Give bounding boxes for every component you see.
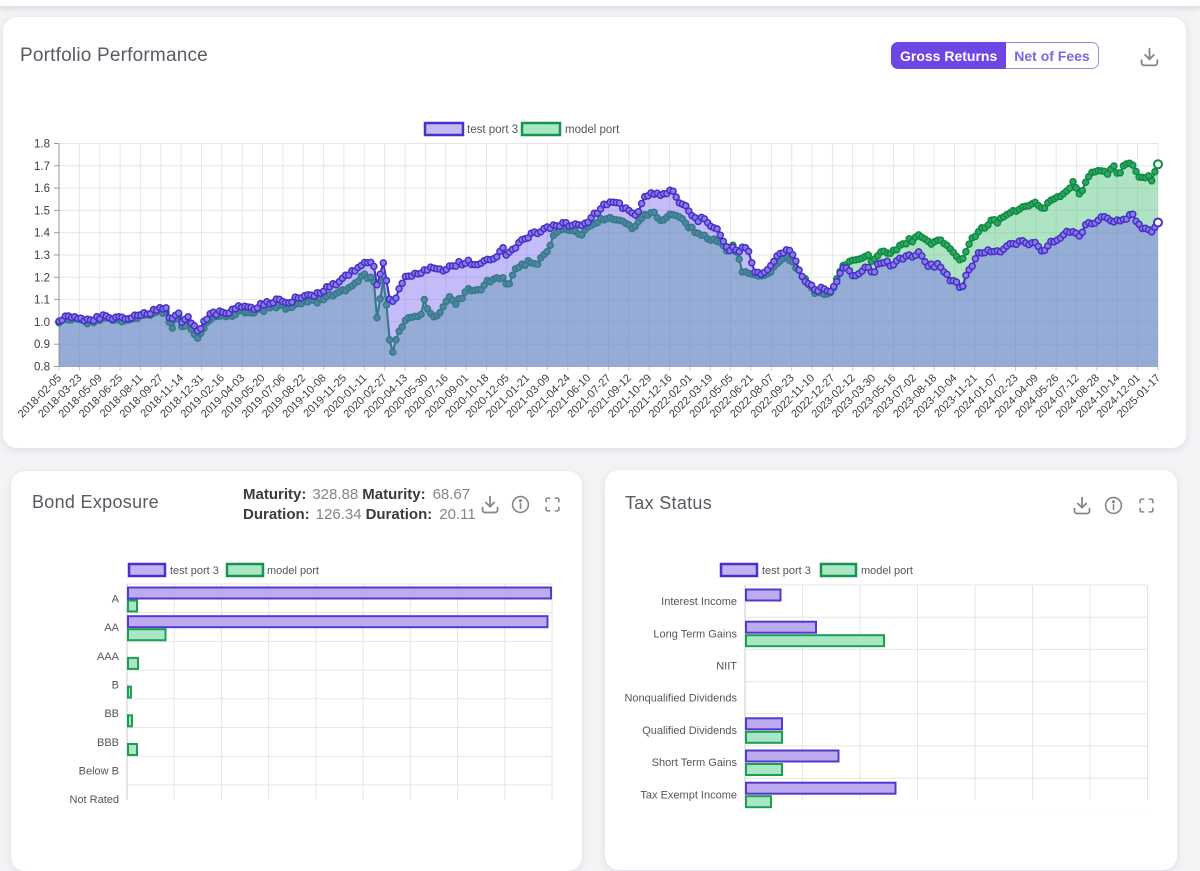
svg-text:model port: model port [267, 565, 319, 577]
svg-text:test port 3: test port 3 [762, 565, 811, 577]
svg-text:Not Rated: Not Rated [69, 794, 119, 806]
svg-text:1.2: 1.2 [34, 272, 50, 284]
svg-text:1.7: 1.7 [34, 161, 50, 173]
svg-text:0.9: 0.9 [34, 339, 50, 351]
svg-text:1.1: 1.1 [34, 295, 50, 307]
svg-text:Qualified Dividends: Qualified Dividends [642, 725, 737, 737]
svg-text:1.5: 1.5 [34, 205, 50, 217]
svg-text:B: B [112, 679, 119, 691]
svg-text:A: A [112, 593, 120, 605]
svg-text:Tax Exempt Income: Tax Exempt Income [640, 789, 737, 801]
svg-text:0.8: 0.8 [34, 362, 50, 374]
svg-text:1.6: 1.6 [34, 183, 50, 195]
svg-text:Short Term Gains: Short Term Gains [652, 757, 738, 769]
svg-text:1.4: 1.4 [34, 228, 51, 240]
svg-text:NIIT: NIIT [716, 661, 737, 673]
svg-text:Below B: Below B [79, 766, 119, 778]
svg-text:model port: model port [861, 565, 913, 577]
svg-text:Nonqualified Dividends: Nonqualified Dividends [624, 693, 737, 705]
svg-text:1.0: 1.0 [34, 317, 50, 329]
svg-text:test port 3: test port 3 [170, 565, 219, 577]
svg-text:BBB: BBB [97, 737, 119, 749]
svg-text:1.8: 1.8 [34, 139, 50, 151]
svg-text:AA: AA [104, 622, 119, 634]
svg-text:AAA: AAA [97, 651, 120, 663]
svg-text:Interest Income: Interest Income [661, 596, 737, 608]
svg-text:1.3: 1.3 [34, 250, 50, 262]
svg-text:Long Term Gains: Long Term Gains [653, 628, 737, 640]
svg-text:BB: BB [104, 708, 119, 720]
